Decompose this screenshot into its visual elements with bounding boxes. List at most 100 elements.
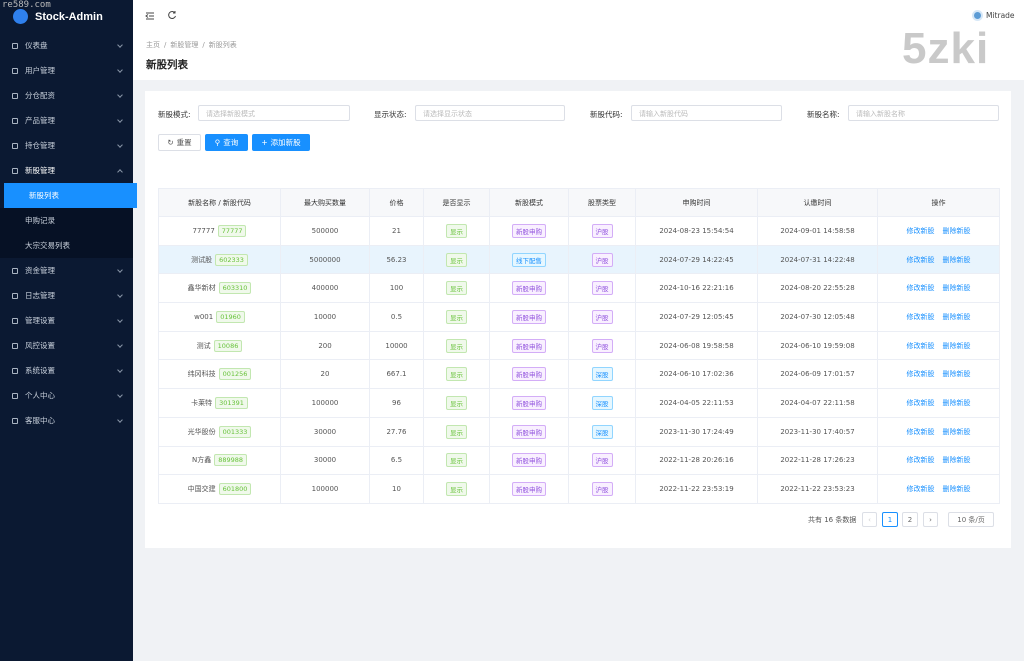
menu-item[interactable]: 持仓管理 bbox=[0, 133, 133, 158]
cell: 显示 bbox=[423, 388, 490, 418]
filter-input[interactable]: 请选择新股模式 bbox=[198, 105, 350, 121]
cell: 2024-07-29 14:22:45 bbox=[635, 244, 758, 275]
user-avatar[interactable] bbox=[972, 10, 983, 21]
delete-link[interactable]: 删除新股 bbox=[942, 226, 971, 235]
menu-label: 系统设置 bbox=[25, 366, 55, 375]
table-row[interactable]: w001 01960 10000 0.5 显示 新股申购 沪股 2024-07-29 12:0… bbox=[158, 302, 1000, 332]
button[interactable]: ↻ 重置 bbox=[158, 134, 201, 151]
menu-item[interactable]: 风控设置 bbox=[0, 333, 133, 358]
button[interactable]: + 添加新股 bbox=[252, 134, 310, 151]
menu-item[interactable]: 产品管理 bbox=[0, 108, 133, 133]
delete-link[interactable]: 删除新股 bbox=[942, 427, 971, 436]
pagination-page[interactable]: 2 bbox=[902, 512, 918, 527]
table-row[interactable]: 中国交建 601800 100000 10 显示 新股申购 沪股 2022-11-22 23:… bbox=[158, 474, 1000, 504]
pagination-next[interactable]: › bbox=[923, 512, 938, 527]
cell: 中国交建 601800 bbox=[158, 474, 281, 504]
edit-link[interactable]: 修改新股 bbox=[906, 341, 935, 350]
cell: 10000 bbox=[280, 302, 370, 332]
stock-name: 纬冈科技 bbox=[187, 370, 216, 379]
cell: 测试股 602333 bbox=[158, 244, 281, 275]
menu-item[interactable]: 新股管理 bbox=[0, 158, 133, 183]
table-row[interactable]: 纬冈科技 001256 20 667.1 显示 新股申购 深股 2024-06-10 17:0… bbox=[158, 359, 1000, 390]
submenu-item[interactable]: 大宗交易列表 bbox=[0, 233, 133, 258]
table-row[interactable]: N方鑫 889988 30000 6.5 显示 新股申购 沪股 2022-11-28 20:2… bbox=[158, 445, 1000, 476]
menu-item[interactable]: 分仓配资 bbox=[0, 83, 133, 108]
filter-input[interactable]: 请输入新股代码 bbox=[631, 105, 782, 121]
user-name[interactable]: Mitrade bbox=[986, 11, 1015, 20]
status-tag: 新股申购 bbox=[512, 453, 546, 468]
delete-link[interactable]: 删除新股 bbox=[942, 312, 971, 321]
stock-name: 鑫华新材 bbox=[187, 284, 216, 293]
table-row[interactable]: 测试股 602333 5000000 56.23 显示 线下配售 沪股 2024-07-29 … bbox=[158, 244, 1000, 275]
cell: 新股申购 bbox=[489, 388, 569, 418]
status-tag: 线下配售 bbox=[512, 252, 546, 267]
cell: 显示 bbox=[423, 302, 490, 332]
pagination-page[interactable]: 1 bbox=[882, 512, 898, 527]
table-row[interactable]: 鑫华新材 603310 400000 100 显示 新股申购 沪股 2024-10-16 22… bbox=[158, 273, 1000, 304]
cell: 显示 bbox=[423, 474, 490, 504]
edit-link[interactable]: 修改新股 bbox=[906, 456, 935, 465]
cell: 10000 bbox=[369, 330, 424, 361]
menu-item[interactable]: 个人中心 bbox=[0, 383, 133, 408]
delete-link[interactable]: 删除新股 bbox=[942, 341, 971, 350]
edit-link[interactable]: 修改新股 bbox=[906, 427, 935, 436]
collapse-icon[interactable] bbox=[145, 11, 155, 21]
menu-icon bbox=[12, 367, 18, 374]
status-tag: 显示 bbox=[446, 338, 467, 353]
menu-item[interactable]: 管理设置 bbox=[0, 308, 133, 333]
page-title: 新股列表 bbox=[146, 59, 188, 71]
edit-link[interactable]: 修改新股 bbox=[906, 398, 935, 407]
breadcrumb-separator: / bbox=[164, 41, 167, 49]
menu-item[interactable]: 资金管理 bbox=[0, 258, 133, 283]
table-row[interactable]: 卡莱特 301391 100000 96 显示 新股申购 深股 2024-04-05 22:1… bbox=[158, 388, 1000, 418]
breadcrumb-item[interactable]: 主页 bbox=[146, 41, 160, 49]
table-row[interactable]: 测试 10086 200 10000 显示 新股申购 沪股 2024-06-08 19:58:… bbox=[158, 330, 1000, 361]
edit-link[interactable]: 修改新股 bbox=[906, 370, 935, 379]
logo[interactable]: Stock-Admin bbox=[0, 0, 133, 33]
filter-input[interactable]: 请输入新股名称 bbox=[848, 105, 999, 121]
edit-link[interactable]: 修改新股 bbox=[906, 284, 935, 293]
button-icon: + bbox=[261, 138, 268, 147]
delete-link[interactable]: 删除新股 bbox=[942, 456, 971, 465]
menu-icon bbox=[12, 42, 18, 49]
button[interactable]: ⚲ 查询 bbox=[205, 134, 248, 151]
menu-label: 新股管理 bbox=[25, 166, 55, 175]
page-size-select[interactable]: 10 条/页 bbox=[948, 512, 994, 527]
delete-link[interactable]: 删除新股 bbox=[942, 398, 971, 407]
submenu-item[interactable]: 新股列表 bbox=[4, 183, 137, 208]
breadcrumb-item[interactable]: 新股管理 bbox=[170, 41, 199, 49]
pagination-prev[interactable]: ‹ bbox=[862, 512, 877, 527]
menu-label: 管理设置 bbox=[25, 316, 55, 325]
menu-item[interactable]: 客服中心 bbox=[0, 408, 133, 433]
cell: 2024-04-07 22:11:58 bbox=[757, 388, 878, 418]
table-row[interactable]: 光华股份 001333 30000 27.76 显示 新股申购 深股 2023-11-30 1… bbox=[158, 416, 1000, 447]
status-tag: 沪股 bbox=[591, 338, 613, 353]
edit-link[interactable]: 修改新股 bbox=[906, 226, 935, 235]
cell: N方鑫 889988 bbox=[158, 445, 281, 476]
refresh-icon[interactable] bbox=[167, 10, 177, 20]
delete-link[interactable]: 删除新股 bbox=[942, 284, 971, 293]
status-tag: 沪股 bbox=[591, 309, 613, 324]
status-tag: 沪股 bbox=[591, 453, 613, 468]
delete-link[interactable]: 删除新股 bbox=[942, 485, 971, 494]
delete-link[interactable]: 删除新股 bbox=[942, 370, 971, 379]
status-tag: 沪股 bbox=[591, 252, 613, 267]
menu-item[interactable]: 用户管理 bbox=[0, 58, 133, 83]
menu-item[interactable]: 日志管理 bbox=[0, 283, 133, 308]
table-row[interactable]: 77777 77777 500000 21 显示 新股申购 沪股 2024-08-23 15:… bbox=[158, 216, 1000, 246]
cell: 6.5 bbox=[369, 445, 424, 476]
filter-input[interactable]: 请选择显示状态 bbox=[415, 105, 565, 121]
submenu-item[interactable]: 申购记录 bbox=[0, 208, 133, 233]
filter-label: 新股代码: bbox=[590, 110, 623, 119]
logo-text: Stock-Admin bbox=[35, 10, 103, 23]
edit-link[interactable]: 修改新股 bbox=[906, 312, 935, 321]
edit-link[interactable]: 修改新股 bbox=[906, 255, 935, 264]
menu-label: 分仓配资 bbox=[25, 91, 55, 100]
status-tag: 沪股 bbox=[591, 281, 613, 296]
edit-link[interactable]: 修改新股 bbox=[906, 485, 935, 494]
menu-item[interactable]: 系统设置 bbox=[0, 358, 133, 383]
status-tag: 深股 bbox=[591, 367, 613, 382]
breadcrumb-separator: / bbox=[202, 41, 205, 49]
delete-link[interactable]: 删除新股 bbox=[942, 255, 971, 264]
menu-item[interactable]: 仪表盘 bbox=[0, 33, 133, 58]
